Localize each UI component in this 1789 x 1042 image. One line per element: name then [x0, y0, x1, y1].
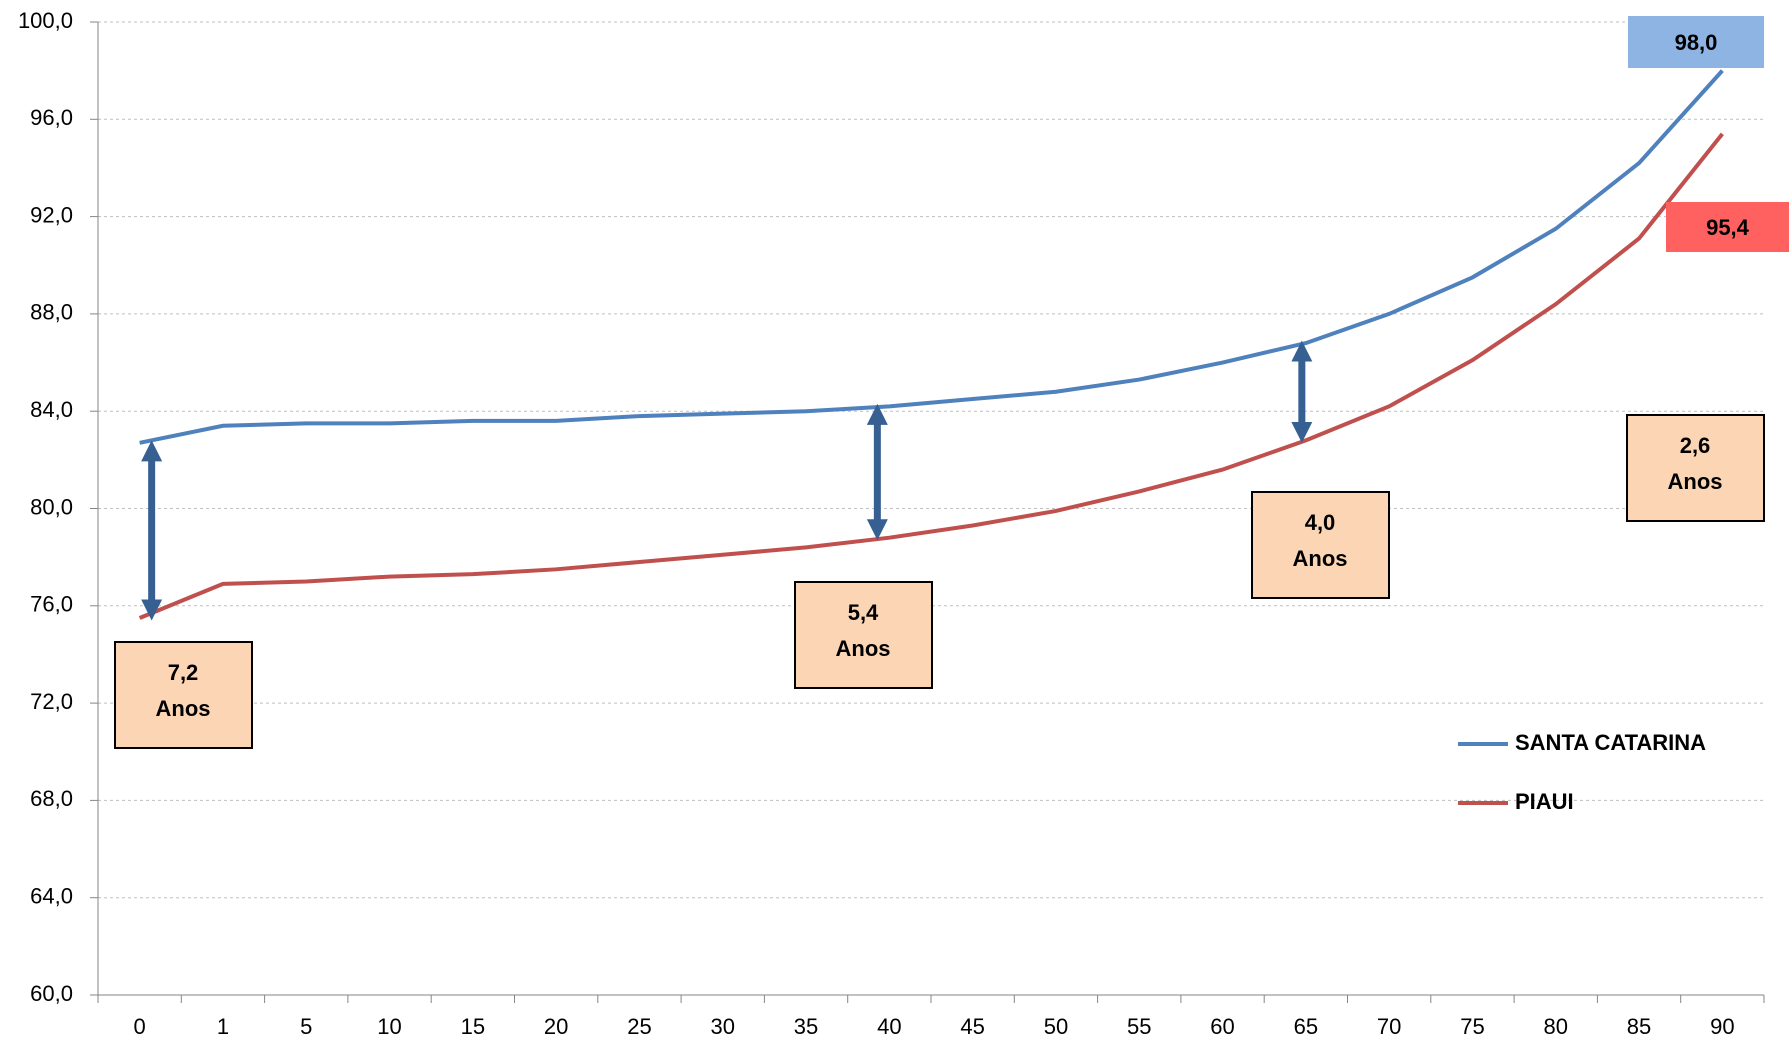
- y-tick-label: 80,0: [30, 494, 73, 519]
- x-tick-label: 20: [544, 1014, 568, 1039]
- annotation-box: [114, 641, 253, 749]
- end-label-box: [1666, 202, 1789, 252]
- x-tick-label: 80: [1544, 1014, 1568, 1039]
- x-tick-label: 90: [1710, 1014, 1734, 1039]
- y-tick-label: 88,0: [30, 300, 73, 325]
- end-label-box: [1628, 16, 1764, 68]
- y-tick-label: 64,0: [30, 884, 73, 909]
- x-tick-label: 5: [300, 1014, 312, 1039]
- end-label: 98,0: [1675, 30, 1718, 55]
- x-tick-label: 15: [461, 1014, 485, 1039]
- y-tick-label: 96,0: [30, 105, 73, 130]
- legend-label: PIAUI: [1515, 789, 1574, 814]
- annotation-box: [1251, 491, 1390, 599]
- x-tick-label: 50: [1044, 1014, 1068, 1039]
- x-tick-label: 60: [1210, 1014, 1234, 1039]
- annotation-text: Anos: [1668, 469, 1723, 494]
- y-tick-label: 76,0: [30, 592, 73, 617]
- x-tick-label: 0: [134, 1014, 146, 1039]
- x-tick-label: 35: [794, 1014, 818, 1039]
- x-tick-label: 55: [1127, 1014, 1151, 1039]
- x-tick-label: 45: [960, 1014, 984, 1039]
- annotation-text: Anos: [156, 696, 211, 721]
- x-tick-label: 65: [1294, 1014, 1318, 1039]
- annotation-text: 7,2: [168, 660, 199, 685]
- x-tick-label: 30: [711, 1014, 735, 1039]
- legend-label: SANTA CATARINA: [1515, 730, 1706, 755]
- y-tick-label: 68,0: [30, 786, 73, 811]
- x-tick-label: 1: [217, 1014, 229, 1039]
- annotation-text: Anos: [1293, 546, 1348, 571]
- x-tick-label: 25: [627, 1014, 651, 1039]
- x-tick-label: 85: [1627, 1014, 1651, 1039]
- y-tick-label: 92,0: [30, 202, 73, 227]
- x-tick-label: 10: [377, 1014, 401, 1039]
- x-tick-label: 75: [1460, 1014, 1484, 1039]
- y-tick-label: 100,0: [18, 8, 73, 33]
- end-label: 95,4: [1706, 215, 1750, 240]
- y-tick-label: 72,0: [30, 689, 73, 714]
- annotation-text: 4,0: [1305, 510, 1336, 535]
- y-tick-label: 60,0: [30, 981, 73, 1006]
- line-series: [138, 132, 1724, 620]
- annotation-text: 5,4: [848, 600, 879, 625]
- annotation-text: Anos: [836, 636, 891, 661]
- y-tick-label: 84,0: [30, 397, 73, 422]
- x-tick-label: 40: [877, 1014, 901, 1039]
- annotation-box: [794, 581, 933, 689]
- annotation-text: 2,6: [1680, 433, 1711, 458]
- line-series: [139, 69, 1724, 445]
- annotation-box: [1626, 414, 1765, 522]
- x-tick-label: 70: [1377, 1014, 1401, 1039]
